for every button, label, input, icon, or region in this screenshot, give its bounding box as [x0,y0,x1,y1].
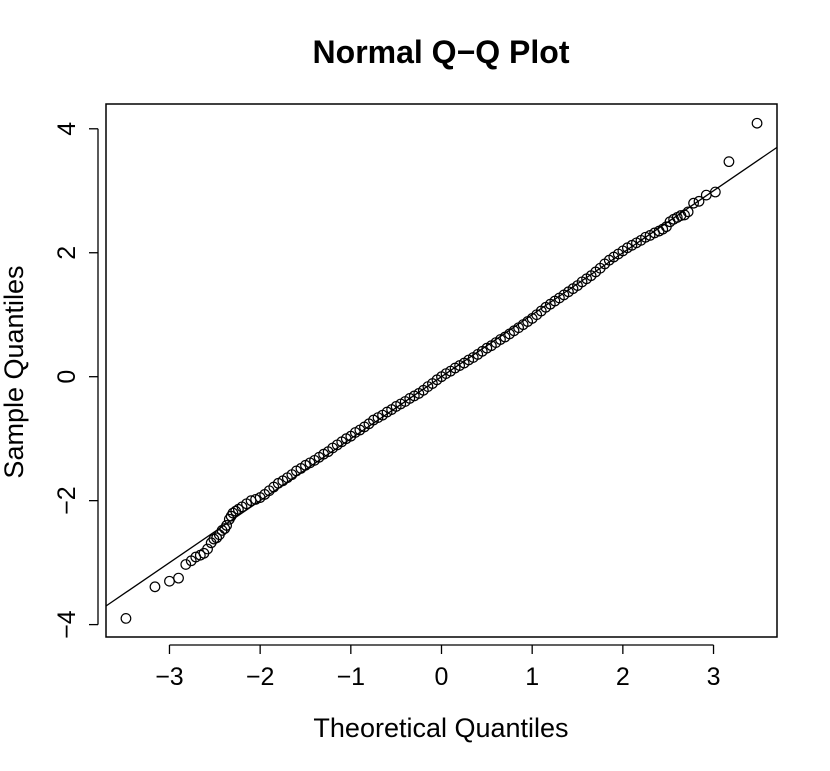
y-tick-label: −4 [53,610,81,639]
data-point [679,209,690,221]
x-tick-label: −1 [337,663,366,691]
y-axis: −4 −2 0 2 4 [53,122,99,639]
x-tick-label: 1 [525,663,539,691]
data-point [682,206,694,218]
y-tick-label: −2 [53,486,81,515]
x-tick-label: 0 [435,663,449,691]
data-point [180,559,192,570]
data-point [149,581,161,593]
data-point [688,197,699,209]
data-point [640,231,651,243]
data-point [173,572,184,584]
data-points [120,117,763,624]
data-point [751,117,763,129]
data-point [709,186,721,198]
x-tick-label: 2 [616,663,630,691]
y-tick-label: 4 [53,122,81,136]
plot-frame [105,103,778,638]
x-axis-label: Theoretical Quantiles [313,713,568,743]
data-point [202,543,213,555]
x-axis: −3 −2 −1 0 1 2 3 [155,644,721,691]
data-point [723,156,735,168]
data-point [250,494,262,505]
x-tick-label: −3 [155,663,184,691]
chart-title: Normal Q−Q Plot [313,34,570,70]
y-tick-label: 2 [53,246,81,260]
data-point [693,195,705,207]
data-point [211,532,223,544]
x-tick-label: −2 [246,663,275,691]
y-axis-label: Sample Quantiles [0,265,29,478]
y-tick-label: 0 [53,370,81,384]
data-point [221,520,232,531]
data-point [164,575,175,587]
data-point [227,507,239,519]
x-tick-label: 3 [707,663,721,691]
data-point [120,613,132,624]
